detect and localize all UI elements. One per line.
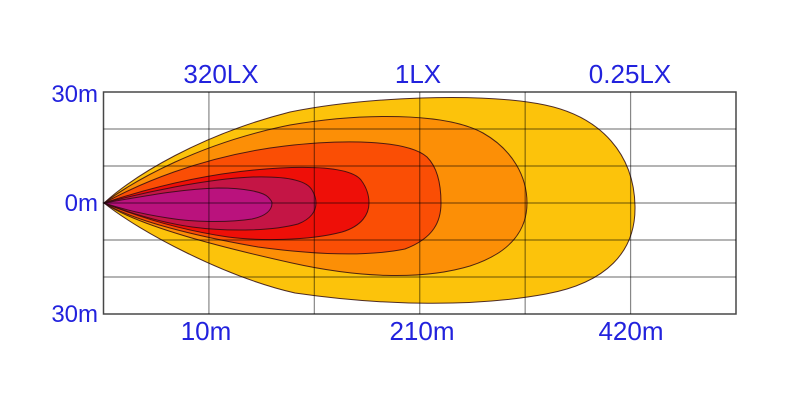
bottom-axis-label-1: 210m — [389, 316, 454, 346]
left-axis-label-1: 0m — [65, 190, 98, 217]
left-axis-label-0: 30m — [51, 81, 98, 108]
top-axis-label-0: 320LX — [183, 59, 258, 89]
top-axis-label-1: 1LX — [395, 59, 441, 89]
bottom-axis-label-0: 10m — [181, 316, 232, 346]
plot-border — [102, 91, 737, 315]
contour-320lx-magenta — [103, 187, 273, 223]
bottom-axis-label-2: 420m — [598, 316, 663, 346]
top-axis-label-2: 0.25LX — [589, 59, 671, 89]
left-axis-label-2: 30m — [51, 301, 98, 328]
